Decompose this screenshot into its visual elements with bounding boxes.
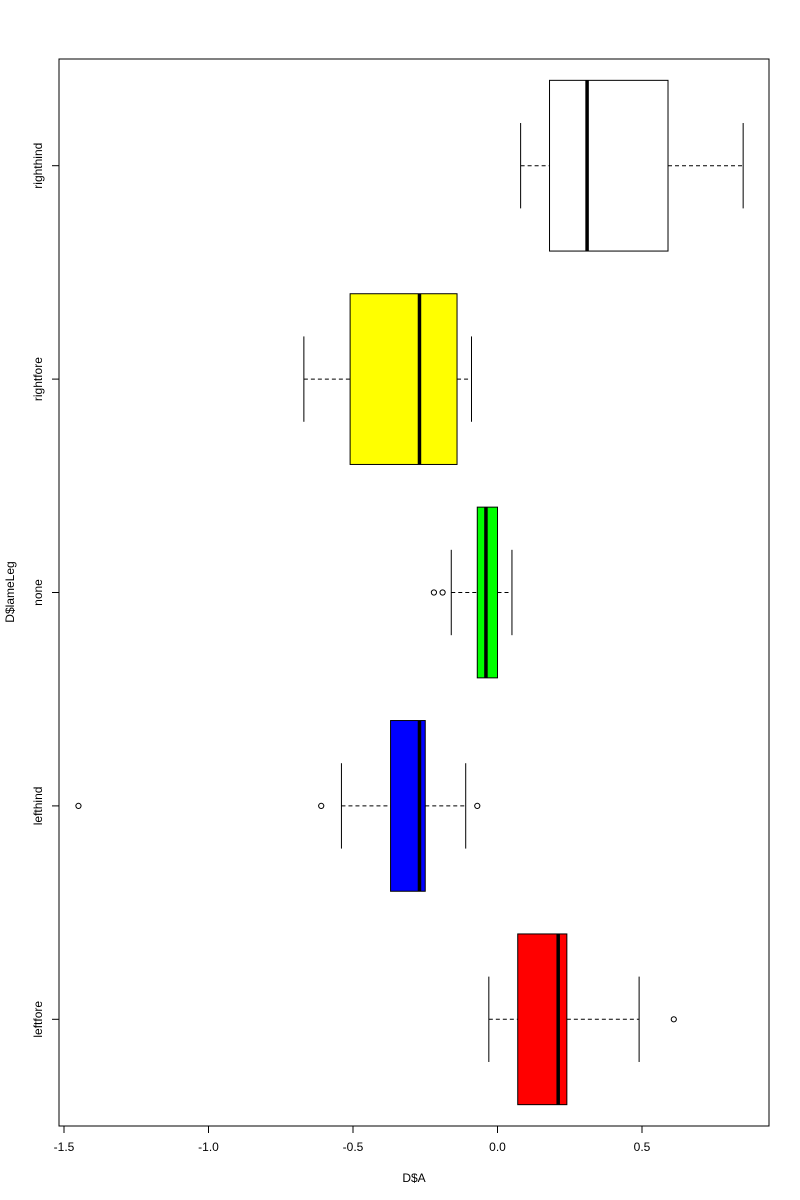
y-tick-label-none: none bbox=[31, 579, 45, 606]
outlier-none-0 bbox=[430, 589, 438, 596]
outlier-leftfore-0 bbox=[670, 1016, 677, 1023]
box-group-none bbox=[430, 506, 513, 679]
x-axis: -1.5 -1.0 -0.5 0.0 0.5 bbox=[54, 1125, 651, 1154]
y-tick-label-leftfore: leftfore bbox=[31, 1001, 45, 1038]
y-tick-label-lefthind: lefthind bbox=[31, 787, 45, 826]
outlier-lefthind-2 bbox=[474, 802, 481, 810]
box-group-lefthind bbox=[75, 720, 481, 892]
x-tick-label-2: -0.5 bbox=[343, 1140, 364, 1154]
box-group-righthind bbox=[520, 79, 744, 252]
y-tick-label-righthind: righthind bbox=[31, 143, 45, 189]
y-tick-label-rightfore: rightfore bbox=[31, 357, 45, 401]
x-tick-label-0: -1.5 bbox=[54, 1140, 75, 1154]
outlier-lefthind-0 bbox=[75, 802, 82, 810]
x-tick-label-1: -1.0 bbox=[198, 1140, 219, 1154]
boxes-layer bbox=[75, 79, 744, 1106]
box-rightfore bbox=[349, 293, 458, 465]
box-righthind bbox=[549, 79, 669, 252]
outlier-none-1 bbox=[439, 589, 446, 596]
y-axis: leftfore lefthind none rightfore righthind bbox=[31, 143, 60, 1038]
x-tick-label-3: 0.0 bbox=[489, 1140, 506, 1154]
box-group-rightfore bbox=[303, 293, 472, 465]
y-axis-label: D$lameLeg bbox=[3, 561, 17, 622]
x-axis-label: D$A bbox=[402, 1171, 425, 1185]
x-tick-label-4: 0.5 bbox=[634, 1140, 651, 1154]
outlier-lefthind-1 bbox=[318, 802, 325, 810]
box-group-leftfore bbox=[488, 933, 677, 1106]
